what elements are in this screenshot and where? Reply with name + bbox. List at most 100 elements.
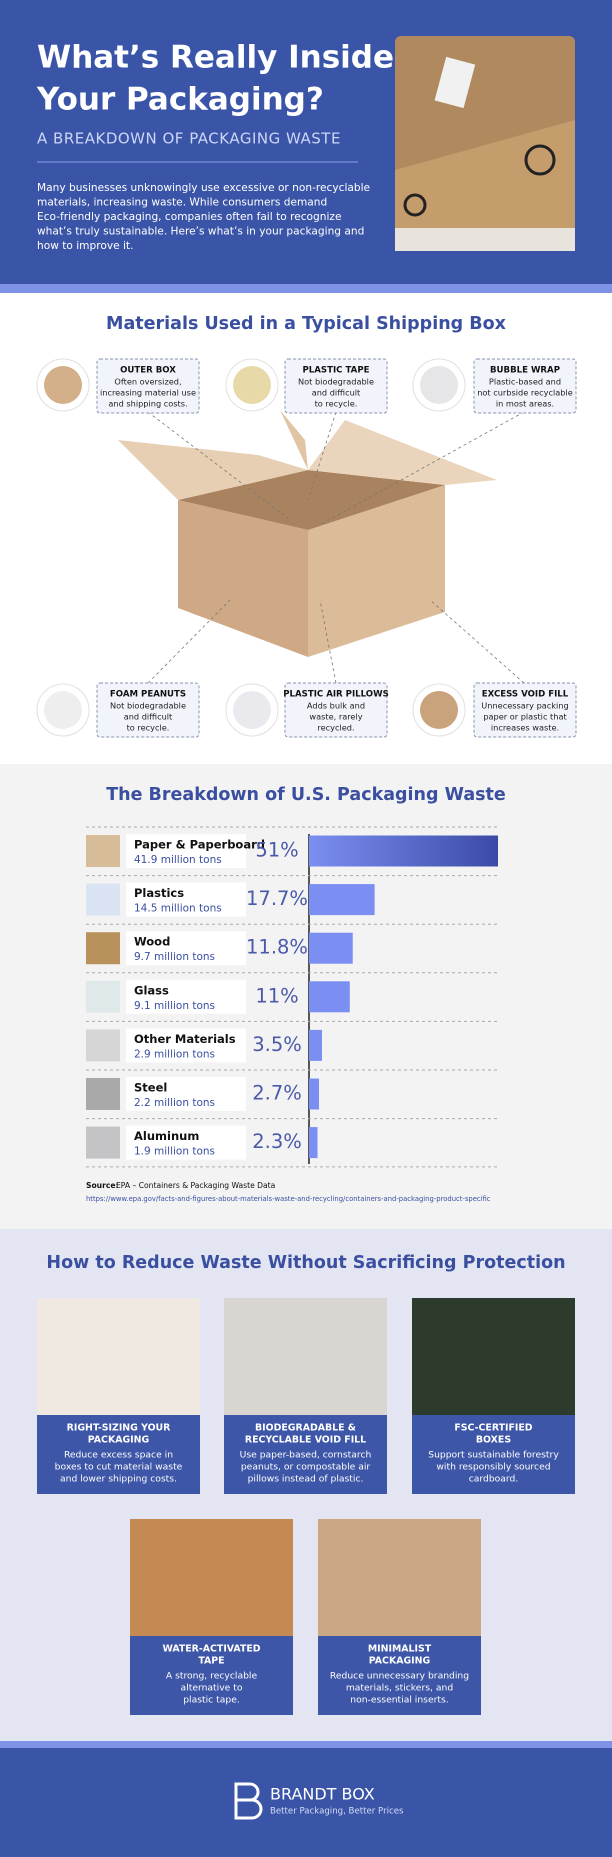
callout-title: BUBBLE WRAP xyxy=(490,366,560,376)
section-title: How to Reduce Waste Without Sacrificing … xyxy=(46,1253,565,1273)
callout-box xyxy=(96,682,200,738)
chart-title: The Breakdown of U.S. Packaging Waste xyxy=(106,785,506,805)
card-body xyxy=(224,1415,387,1494)
callout-box xyxy=(284,358,388,414)
callout-text: Adds bulk and xyxy=(307,701,365,711)
card-text: boxes to cut material waste xyxy=(55,1462,183,1473)
footer-brand: BRANDT BOX xyxy=(270,1785,375,1804)
material-icon-fill xyxy=(233,366,271,404)
header-stripe xyxy=(0,284,612,293)
material-icon-fill xyxy=(44,691,82,729)
value-label: 17.7% xyxy=(246,887,308,910)
category-sublabel: 2.2 million tons xyxy=(134,1097,215,1109)
card-image xyxy=(318,1519,481,1636)
card-title: WATER-ACTIVATED xyxy=(162,1644,260,1655)
callout-text: and difficult xyxy=(124,712,173,722)
value-label: 11% xyxy=(255,984,298,1007)
label-bg xyxy=(126,882,246,917)
category-sublabel: 1.9 million tons xyxy=(134,1146,215,1158)
value-label: 2.7% xyxy=(252,1082,302,1105)
label-bg xyxy=(126,979,246,1014)
category-sublabel: 9.1 million tons xyxy=(134,1000,215,1012)
bar xyxy=(309,932,353,964)
card-text: non-essential inserts. xyxy=(350,1695,448,1706)
card-image xyxy=(412,1298,575,1415)
card-text: pillows instead of plastic. xyxy=(248,1474,364,1485)
card-title: PACKAGING xyxy=(88,1435,149,1446)
card-text: plastic tape. xyxy=(183,1695,240,1706)
header-intro: how to improve it. xyxy=(37,240,133,252)
value-label: 51% xyxy=(255,839,298,862)
card-title: FSC-CERTIFIED xyxy=(454,1423,532,1434)
card-title: RECYCLABLE VOID FILL xyxy=(245,1435,366,1446)
callout-box xyxy=(473,682,577,738)
material-swatch xyxy=(86,980,120,1013)
section-title: Materials Used in a Typical Shipping Box xyxy=(106,314,507,334)
source-text: EPA – Containers & Packaging Waste Data xyxy=(116,1181,275,1190)
label-bg xyxy=(126,1028,246,1063)
header-intro: what’s truly sustainable. Here’s what’s … xyxy=(37,226,364,238)
label-bg xyxy=(126,931,246,966)
header-intro: materials, increasing waste. While consu… xyxy=(37,197,327,209)
card-title: TAPE xyxy=(198,1656,224,1667)
card-image xyxy=(224,1298,387,1415)
callout-title: EXCESS VOID FILL xyxy=(482,690,569,700)
material-swatch xyxy=(86,932,120,965)
callout-title: FOAM PEANUTS xyxy=(110,690,186,700)
callout-text: Not biodegradable xyxy=(110,701,186,711)
callout-text: Not biodegradable xyxy=(298,377,374,387)
box-illustration xyxy=(118,410,497,657)
category-label: Aluminum xyxy=(134,1129,199,1143)
material-swatch xyxy=(86,883,120,916)
material-swatch xyxy=(86,835,120,867)
callout-title: PLASTIC AIR PILLOWS xyxy=(283,690,389,700)
callout-text: increases waste. xyxy=(491,723,559,733)
category-label: Other Materials xyxy=(134,1032,236,1046)
material-icon-fill xyxy=(233,691,271,729)
category-label: Paper & Paperboard xyxy=(134,838,265,852)
header-intro: Eco-friendly packaging, companies often … xyxy=(37,211,341,223)
header-intro: Many businesses unknowingly use excessiv… xyxy=(37,182,370,194)
bar xyxy=(309,1078,320,1110)
bar xyxy=(309,884,375,916)
category-sublabel: 9.7 million tons xyxy=(134,951,215,963)
header-title: Your Packaging? xyxy=(36,82,324,118)
bar xyxy=(309,1127,318,1159)
callout-box xyxy=(473,358,577,414)
callout-text: Plastic-based and xyxy=(489,377,561,387)
header-subtitle: A BREAKDOWN OF PACKAGING WASTE xyxy=(37,130,341,148)
callout-text: in most areas. xyxy=(496,399,554,409)
card-body xyxy=(318,1636,481,1715)
category-label: Steel xyxy=(134,1081,167,1095)
callout-text: Unnecessary packing xyxy=(481,701,568,711)
footer-stripe xyxy=(0,1741,612,1748)
card-title: BIODEGRADABLE & xyxy=(255,1423,356,1434)
label-bg xyxy=(126,1125,246,1160)
category-sublabel: 41.9 million tons xyxy=(134,854,222,866)
card-text: A strong, recyclable xyxy=(166,1671,258,1682)
callout-text: waste, rarely xyxy=(309,712,362,722)
source-url: https://www.epa.gov/facts-and-figures-ab… xyxy=(86,1195,491,1203)
card-text: and lower shipping costs. xyxy=(60,1474,177,1485)
material-swatch xyxy=(86,1078,120,1110)
card-title: PACKAGING xyxy=(369,1656,430,1667)
card-title: BOXES xyxy=(476,1435,511,1446)
value-label: 3.5% xyxy=(252,1033,302,1056)
card-text: peanuts, or compostable air xyxy=(241,1462,371,1473)
label-bg xyxy=(126,834,246,868)
card-text: Support sustainable forestry xyxy=(428,1450,559,1461)
card-text: materials, stickers, and xyxy=(346,1683,453,1694)
material-swatch xyxy=(86,1126,120,1159)
card-text: cardboard. xyxy=(469,1474,519,1485)
callout-text: to recycle. xyxy=(315,399,358,409)
category-sublabel: 2.9 million tons xyxy=(134,1048,215,1060)
card-text: Reduce unnecessary branding xyxy=(330,1671,469,1682)
card-text: with responsibly sourced xyxy=(436,1462,550,1473)
callout-text: paper or plastic that xyxy=(483,712,567,722)
callout-text: Often oversized, xyxy=(114,377,181,387)
callout-text: not curbside recyclable xyxy=(477,388,573,398)
bar xyxy=(309,1029,322,1061)
footer-tagline: Better Packaging, Better Prices xyxy=(270,1807,404,1817)
material-icon-fill xyxy=(420,366,458,404)
